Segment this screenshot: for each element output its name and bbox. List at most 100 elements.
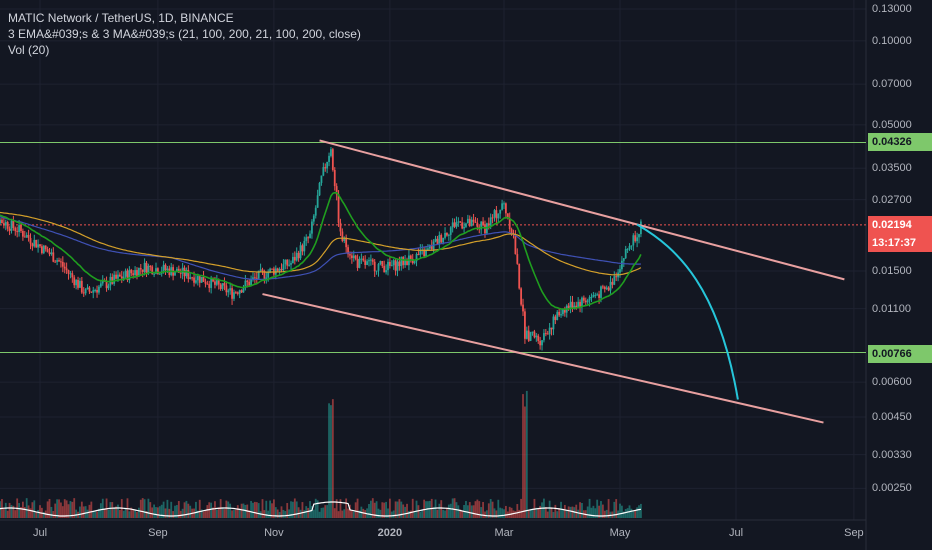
candle-body xyxy=(558,311,561,316)
volume-bar xyxy=(389,498,391,518)
volume-bar xyxy=(468,502,471,518)
candle-body xyxy=(246,280,249,282)
candle-body xyxy=(476,222,479,227)
candle-body xyxy=(600,286,602,298)
candle-body xyxy=(155,268,157,274)
candle-body xyxy=(120,276,123,279)
candle-body xyxy=(212,277,214,282)
candle-body xyxy=(12,220,15,228)
x-tick-label: Sep xyxy=(844,527,864,539)
volume-bar xyxy=(288,509,291,518)
upper-level-tag: 0.04326 xyxy=(868,133,932,151)
volume-bar xyxy=(533,498,536,518)
candle-body xyxy=(495,210,498,219)
volume-bar xyxy=(364,510,367,518)
volume-bar xyxy=(408,511,410,518)
candle-body xyxy=(474,221,477,223)
candle-body xyxy=(449,227,452,235)
volume-bar xyxy=(546,511,549,518)
volume-bar xyxy=(86,509,89,518)
volume-bar xyxy=(640,503,642,518)
candle-body xyxy=(204,281,207,284)
candle-body xyxy=(248,281,251,286)
candle-body xyxy=(434,238,437,242)
volume-bar xyxy=(497,499,500,518)
volume-bar xyxy=(117,504,119,518)
candle-body xyxy=(99,283,102,287)
candle-body xyxy=(628,246,631,249)
volume-bar xyxy=(392,510,395,518)
candle-body xyxy=(263,270,266,279)
candle-body xyxy=(10,220,13,231)
volume-bar xyxy=(6,510,9,518)
candle-body xyxy=(252,277,254,280)
candle-body xyxy=(137,268,140,277)
candle-body xyxy=(349,254,351,256)
candle-body xyxy=(607,287,610,291)
candle-body xyxy=(560,314,562,316)
volume-bar xyxy=(29,508,32,518)
candle-body xyxy=(29,238,32,244)
symbol-title[interactable]: MATIC Network / TetherUS, 1D, BINANCE xyxy=(8,11,234,25)
y-tick-label: 0.02700 xyxy=(872,193,912,206)
volume-bar xyxy=(177,500,180,518)
volume-bar xyxy=(162,501,165,518)
volume-bar xyxy=(18,503,20,518)
candle-body xyxy=(94,289,97,291)
volume-bar xyxy=(240,503,243,518)
volume-bar xyxy=(282,509,285,518)
candle-body xyxy=(546,333,549,335)
volume-bar xyxy=(139,499,142,518)
volume-bar xyxy=(417,505,420,518)
candle-body xyxy=(101,280,104,284)
volume-bar xyxy=(244,504,247,518)
volume-bar xyxy=(520,498,523,518)
volume-bar xyxy=(80,501,83,518)
candle-body xyxy=(423,249,426,257)
candle-body xyxy=(438,235,441,245)
volume-bar xyxy=(544,507,547,518)
candle-body xyxy=(463,226,465,229)
candle-body xyxy=(223,283,226,286)
candle-body xyxy=(221,283,224,289)
volume-bar xyxy=(588,498,591,518)
volume-bar xyxy=(27,505,30,518)
candle-body xyxy=(581,297,583,307)
volume-bar xyxy=(598,505,600,518)
volume-bar xyxy=(508,506,511,518)
candle-body xyxy=(440,235,443,243)
candle-body xyxy=(324,167,327,169)
candle-body xyxy=(493,210,496,218)
candle-body xyxy=(594,294,597,296)
candle-body xyxy=(65,268,68,271)
volume-bar xyxy=(267,510,270,518)
indicator-label[interactable]: 3 EMA&#039;s & 3 MA&#039;s (21, 100, 200… xyxy=(8,27,361,41)
volume-bar xyxy=(413,511,416,518)
candle-body xyxy=(592,294,595,297)
candle-body xyxy=(491,217,494,219)
volume-bar xyxy=(31,502,34,518)
candle-body xyxy=(588,297,591,301)
candle-body xyxy=(240,290,243,293)
candle-body xyxy=(390,265,393,267)
candle-body xyxy=(427,248,429,250)
volume-bar xyxy=(484,511,486,518)
volume-bar xyxy=(284,511,287,518)
candle-body xyxy=(596,294,599,296)
volume-bar xyxy=(375,501,378,518)
volume-bar xyxy=(96,511,98,518)
candle-body xyxy=(611,281,614,285)
volume-bar xyxy=(280,506,283,518)
volume-bar xyxy=(265,500,268,518)
volume-bar xyxy=(248,510,251,518)
y-tick-label: 0.01500 xyxy=(872,264,912,277)
x-tick-label: 2020 xyxy=(377,527,403,539)
volume-bar xyxy=(124,508,127,518)
candle-body xyxy=(80,280,83,293)
volume-label[interactable]: Vol (20) xyxy=(8,43,50,57)
volume-bar xyxy=(118,510,121,518)
volume-bar xyxy=(185,500,188,518)
volume-bar xyxy=(369,500,372,518)
